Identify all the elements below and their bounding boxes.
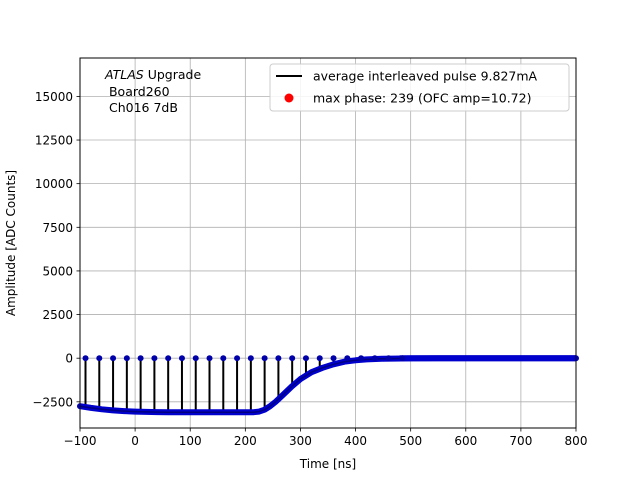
x-tick-label: −100 [64, 434, 97, 448]
x-tick-label: 700 [509, 434, 532, 448]
stem-tip-marker [82, 355, 89, 362]
x-tick-label: 400 [344, 434, 367, 448]
y-axis-label: Amplitude [ADC Counts] [4, 170, 18, 316]
x-axis-label: Time [ns] [299, 457, 356, 471]
y-tick-label: 12500 [35, 134, 73, 148]
annotation-channel: Ch016 7dB [105, 100, 178, 115]
annotation: ATLAS Upgrade Board260 Ch016 7dB [104, 67, 201, 115]
stem-tip-marker [165, 355, 172, 362]
stem-tip-marker [110, 355, 117, 362]
x-axis: −100 0 100 200 300 400 500 600 700 800 [64, 428, 588, 448]
plot-area [77, 355, 579, 416]
stem-tip-marker [234, 355, 241, 362]
axes-frame [79, 57, 577, 429]
stem-tip-marker [399, 355, 406, 362]
annotation-atlas: ATLAS [104, 67, 144, 82]
stem-tip-marker [151, 355, 158, 362]
legend: average interleaved pulse 9.827mA max ph… [269, 63, 570, 112]
x-tick-label: 100 [179, 434, 202, 448]
stem-tip-marker [178, 355, 185, 362]
x-tick-label: 600 [454, 434, 477, 448]
stem-tip-marker [330, 355, 337, 362]
stem-tip-marker [289, 355, 296, 362]
stem-tip-marker [247, 355, 254, 362]
annotation-board: Board260 [105, 84, 170, 99]
pulse-curve-line [79, 357, 576, 414]
x-tick-label: 300 [289, 434, 312, 448]
y-tick-label: 5000 [42, 264, 73, 278]
y-tick-label: 10000 [35, 177, 73, 191]
stem-tip-marker [206, 355, 213, 362]
annotation-upgrade: Upgrade [144, 67, 202, 82]
y-axis: −2500 0 2500 5000 7500 10000 12500 15000 [32, 90, 80, 409]
legend-dot-marker [284, 93, 294, 103]
x-tick-label: 800 [565, 434, 588, 448]
stem-tip-marker [220, 355, 227, 362]
stem-tip-marker [137, 355, 144, 362]
stem-tip-marker [192, 355, 199, 362]
stem-tip-marker [302, 355, 309, 362]
legend-box [269, 63, 570, 112]
x-tick-label: 0 [131, 434, 139, 448]
svg-text:ATLAS Upgrade: ATLAS Upgrade [104, 67, 201, 82]
stem-tip-marker [344, 355, 351, 362]
stem-tip-marker [358, 355, 365, 362]
stem-tip-marker [275, 355, 282, 362]
stem-tip-marker [316, 355, 323, 362]
stem-tip-marker [385, 355, 392, 362]
y-tick-label: 0 [65, 352, 73, 366]
y-tick-label: −2500 [32, 395, 73, 409]
stem-tip-marker [261, 355, 268, 362]
stem-tip-marker [123, 355, 130, 362]
y-tick-label: 7500 [42, 221, 73, 235]
y-tick-label: 2500 [42, 308, 73, 322]
y-tick-label: 15000 [35, 90, 73, 104]
legend-label-max-phase: max phase: 239 (OFC amp=10.72) [313, 91, 531, 106]
legend-label-pulse: average interleaved pulse 9.827mA [313, 69, 538, 84]
x-tick-label: 500 [399, 434, 422, 448]
stem-tip-marker [371, 355, 378, 362]
stem-tip-marker [96, 355, 103, 362]
x-tick-label: 200 [234, 434, 257, 448]
